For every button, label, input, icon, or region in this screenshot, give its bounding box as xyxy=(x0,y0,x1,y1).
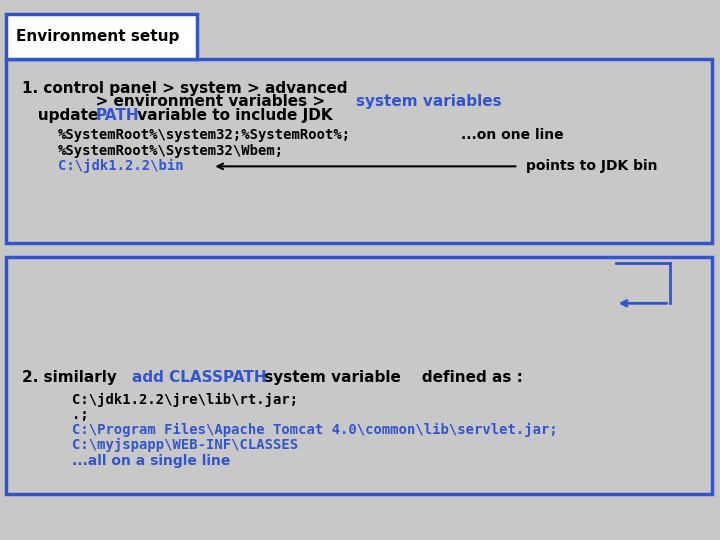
Text: C:\myjspapp\WEB-INF\CLASSES: C:\myjspapp\WEB-INF\CLASSES xyxy=(72,438,298,452)
FancyBboxPatch shape xyxy=(6,14,197,59)
Text: > environment variables >: > environment variables > xyxy=(22,94,330,109)
Text: 2. similarly: 2. similarly xyxy=(22,370,132,385)
Text: PATH: PATH xyxy=(96,108,140,123)
Text: C:\jdk1.2.2\jre\lib\rt.jar;: C:\jdk1.2.2\jre\lib\rt.jar; xyxy=(72,393,298,407)
Text: %SystemRoot%\System32\Wbem;: %SystemRoot%\System32\Wbem; xyxy=(58,144,284,158)
Text: variable to include JDK: variable to include JDK xyxy=(132,108,333,123)
Text: Environment setup: Environment setup xyxy=(16,29,179,44)
FancyArrowPatch shape xyxy=(217,164,516,169)
Text: system variables: system variables xyxy=(356,94,502,109)
Text: .;: .; xyxy=(72,408,89,422)
Text: %SystemRoot%\system32;%SystemRoot%;: %SystemRoot%\system32;%SystemRoot%; xyxy=(58,128,351,142)
Text: update: update xyxy=(22,108,103,123)
Text: ...on one line: ...on one line xyxy=(461,128,564,142)
Text: ...all on a single line: ...all on a single line xyxy=(72,454,230,468)
Text: system variable    defined as :: system variable defined as : xyxy=(259,370,523,385)
Text: C:\Program Files\Apache Tomcat 4.0\common\lib\servlet.jar;: C:\Program Files\Apache Tomcat 4.0\commo… xyxy=(72,423,558,437)
Text: 1. control panel > system > advanced: 1. control panel > system > advanced xyxy=(22,82,347,96)
Text: points to JDK bin: points to JDK bin xyxy=(526,159,657,173)
FancyBboxPatch shape xyxy=(6,59,712,243)
FancyBboxPatch shape xyxy=(6,256,712,494)
Text: C:\jdk1.2.2\bin: C:\jdk1.2.2\bin xyxy=(58,159,183,173)
Text: add CLASSPATH: add CLASSPATH xyxy=(132,370,266,385)
FancyArrowPatch shape xyxy=(621,301,667,306)
